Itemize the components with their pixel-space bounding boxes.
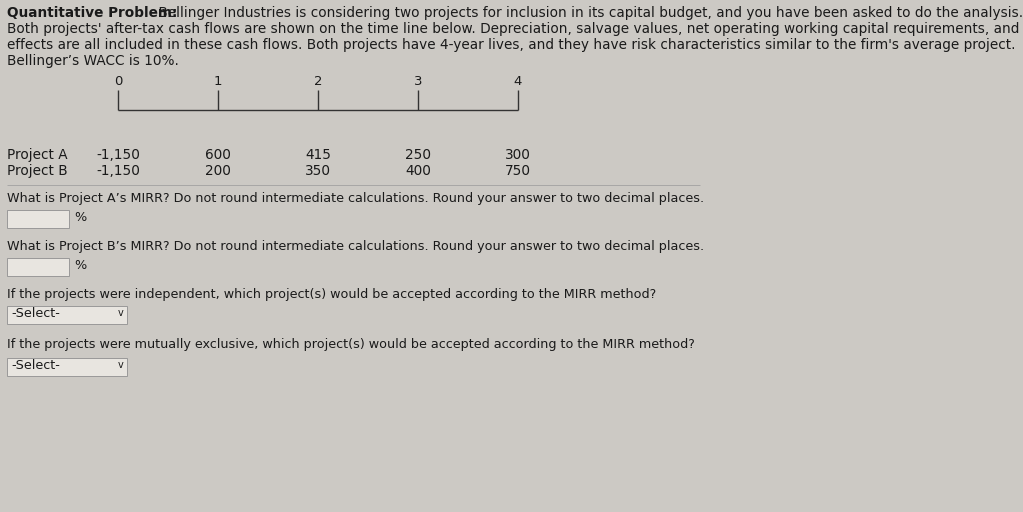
Text: -1,150: -1,150 [96, 164, 140, 178]
Text: 400: 400 [405, 164, 431, 178]
Text: 4: 4 [514, 75, 522, 88]
Text: 350: 350 [305, 164, 331, 178]
Bar [7, 358, 127, 376]
Text: 415: 415 [305, 148, 331, 162]
Text: 0: 0 [114, 75, 122, 88]
Text: What is Project B’s MIRR? Do not round intermediate calculations. Round your ans: What is Project B’s MIRR? Do not round i… [7, 240, 704, 253]
Bar [7, 210, 69, 228]
Text: Both projects' after-tax cash flows are shown on the time line below. Depreciati: Both projects' after-tax cash flows are … [7, 22, 1023, 36]
Text: 300: 300 [505, 148, 531, 162]
Text: Bellinger Industries is considering two projects for inclusion in its capital bu: Bellinger Industries is considering two … [154, 6, 1023, 20]
Bar [7, 258, 69, 276]
Text: Quantitative Problem:: Quantitative Problem: [7, 6, 177, 20]
Text: If the projects were independent, which project(s) would be accepted according t: If the projects were independent, which … [7, 288, 656, 301]
Text: -1,150: -1,150 [96, 148, 140, 162]
Text: Bellinger’s WACC is 10%.: Bellinger’s WACC is 10%. [7, 54, 179, 68]
Text: effects are all included in these cash flows. Both projects have 4-year lives, a: effects are all included in these cash f… [7, 38, 1016, 52]
Text: What is Project A’s MIRR? Do not round intermediate calculations. Round your ans: What is Project A’s MIRR? Do not round i… [7, 192, 704, 205]
Text: Project B: Project B [7, 164, 68, 178]
Text: -Select-: -Select- [11, 359, 60, 372]
Text: 750: 750 [505, 164, 531, 178]
Text: 1: 1 [214, 75, 222, 88]
Text: v: v [118, 308, 123, 318]
Text: 2: 2 [314, 75, 322, 88]
Text: 600: 600 [205, 148, 231, 162]
Bar [7, 306, 127, 324]
Text: v: v [118, 360, 123, 370]
Text: If the projects were mutually exclusive, which project(s) would be accepted acco: If the projects were mutually exclusive,… [7, 338, 695, 351]
Text: 200: 200 [205, 164, 231, 178]
Text: %: % [74, 259, 86, 272]
Text: 3: 3 [413, 75, 422, 88]
Text: %: % [74, 211, 86, 224]
Text: -Select-: -Select- [11, 307, 60, 320]
Text: 250: 250 [405, 148, 431, 162]
Text: Project A: Project A [7, 148, 68, 162]
